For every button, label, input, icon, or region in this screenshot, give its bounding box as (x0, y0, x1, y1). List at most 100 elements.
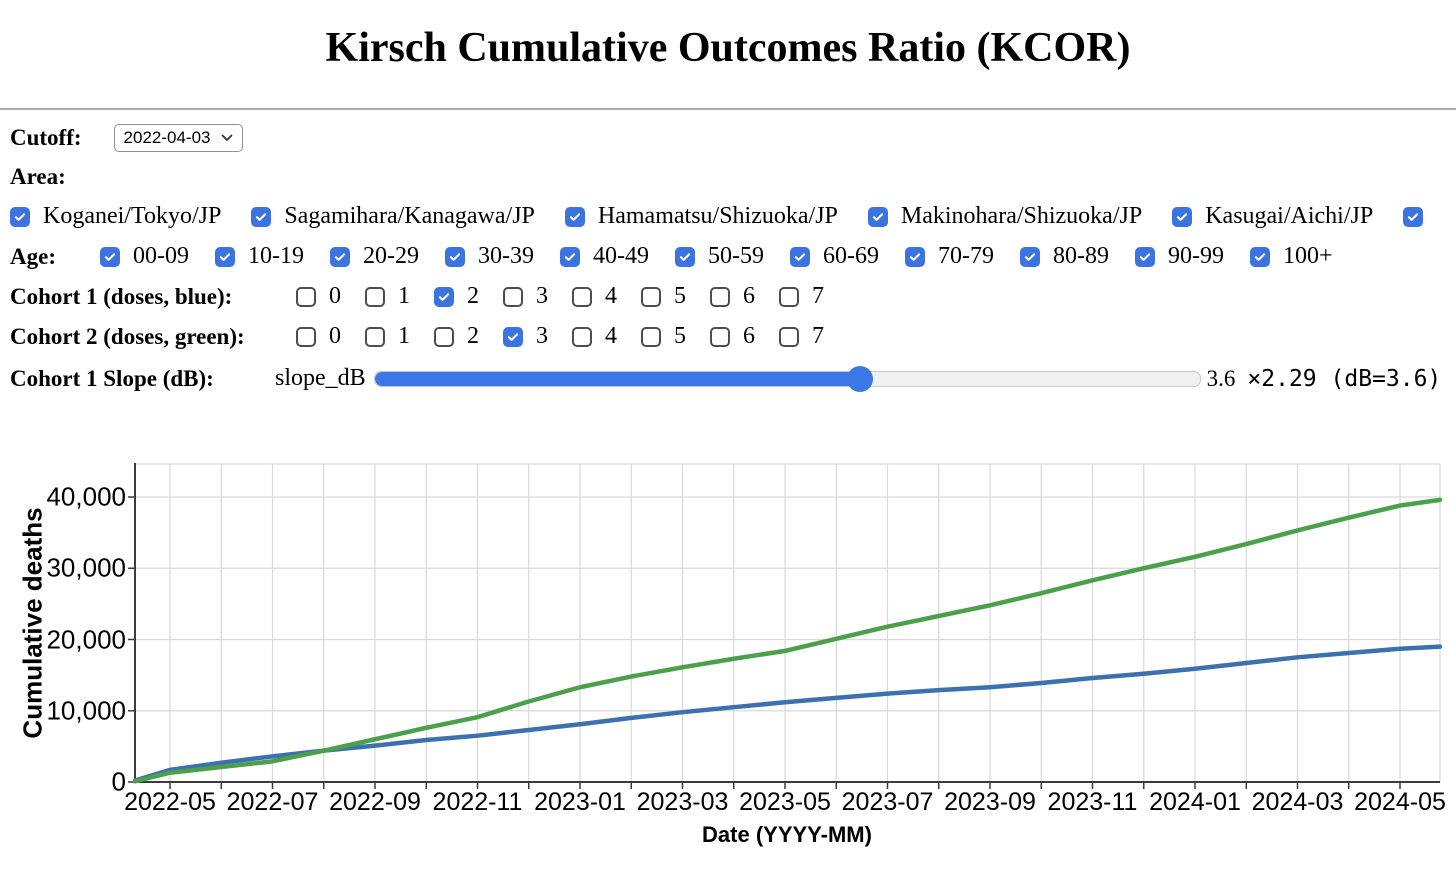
unchecked-checkbox[interactable] (779, 286, 799, 307)
unchecked-checkbox[interactable] (434, 326, 454, 347)
unchecked-checkbox[interactable] (365, 286, 385, 307)
age-40-49-checkbox[interactable]: 40-49 (560, 243, 649, 270)
check-icon (507, 332, 519, 341)
cutoff-select[interactable]: 2022-04-03 (113, 124, 243, 152)
cohort2-dose-0-checkbox[interactable]: 0 (296, 323, 341, 350)
age-20-29-checkbox[interactable]: 20-29 (330, 243, 419, 270)
checked-checkbox[interactable] (251, 206, 272, 227)
checked-checkbox[interactable] (1135, 246, 1155, 267)
check-icon (334, 252, 346, 261)
y-tick-label: 30,000 (46, 552, 126, 583)
y-tick-label: 40,000 (46, 481, 126, 512)
unchecked-checkbox[interactable] (503, 286, 523, 307)
area-hamamatsu-shizuoka-jp-checkbox[interactable]: Hamamatsu/Shizuoka/JP (564, 203, 838, 230)
cohort1-dose-4-checkbox[interactable]: 4 (572, 283, 617, 310)
age-70-79-checkbox[interactable]: 70-79 (905, 243, 994, 270)
unchecked-checkbox[interactable] (710, 326, 730, 347)
age-label: 90-99 (1168, 243, 1224, 269)
area-clipped-checkbox[interactable] (1403, 206, 1424, 227)
unchecked-checkbox[interactable] (641, 286, 661, 307)
checked-checkbox[interactable] (503, 326, 523, 347)
area-label: Kasugai/Aichi/JP (1205, 203, 1374, 229)
unchecked-checkbox[interactable] (296, 286, 316, 307)
checked-checkbox[interactable] (867, 206, 888, 227)
x-tick-label: 2023-07 (841, 788, 934, 816)
checked-checkbox[interactable] (1172, 206, 1193, 227)
cohort1-dose-items: 0 1 2 3 4 5 6 7 (296, 283, 824, 310)
area-sagamihara-kanagawa-jp-checkbox[interactable]: Sagamihara/Kanagawa/JP (251, 203, 535, 230)
age-90-99-checkbox[interactable]: 90-99 (1135, 243, 1224, 270)
area-koganei-tokyo-jp-checkbox[interactable]: Koganei/Tokyo/JP (10, 203, 221, 230)
cohort2-dose-label: 3 (536, 323, 548, 349)
cohort1-dose-3-checkbox[interactable]: 3 (503, 283, 548, 310)
unchecked-checkbox[interactable] (641, 326, 661, 347)
checked-checkbox[interactable] (905, 246, 925, 267)
area-label: Makinohara/Shizuoka/JP (900, 203, 1143, 229)
cohort1-dose-7-checkbox[interactable]: 7 (779, 283, 824, 310)
checked-checkbox[interactable] (560, 246, 580, 267)
age-label: 50-59 (708, 243, 764, 269)
unchecked-checkbox[interactable] (572, 286, 592, 307)
area-kasugai-aichi-jp-checkbox[interactable]: Kasugai/Aichi/JP (1172, 203, 1373, 230)
age-10-19-checkbox[interactable]: 10-19 (215, 243, 304, 270)
age-80-89-checkbox[interactable]: 80-89 (1020, 243, 1109, 270)
unchecked-checkbox[interactable] (365, 326, 385, 347)
unchecked-checkbox[interactable] (779, 326, 799, 347)
unchecked-checkbox[interactable] (296, 326, 316, 347)
cohort1-dose-2-checkbox[interactable]: 2 (434, 283, 479, 310)
check-icon (909, 252, 921, 261)
slope-slider[interactable] (373, 365, 1201, 392)
age-label: 20-29 (363, 243, 419, 269)
checked-checkbox[interactable] (1020, 246, 1040, 267)
cohort2-dose-2-checkbox[interactable]: 2 (434, 323, 479, 350)
checked-checkbox[interactable] (564, 206, 585, 227)
checked-checkbox[interactable] (790, 246, 810, 267)
age-label: 80-89 (1053, 243, 1109, 269)
age-60-69-checkbox[interactable]: 60-69 (790, 243, 879, 270)
checked-checkbox[interactable] (1250, 246, 1270, 267)
cohort1-dose-6-checkbox[interactable]: 6 (710, 283, 755, 310)
age-100plus-checkbox[interactable]: 100+ (1250, 243, 1333, 270)
checked-checkbox[interactable] (100, 246, 120, 267)
checked-checkbox[interactable] (434, 286, 454, 307)
age-checkbox-row: Age: 00-09 10-19 20-29 30-39 40-49 50-59 60-69… (10, 243, 1456, 270)
age-50-59-checkbox[interactable]: 50-59 (675, 243, 764, 270)
check-icon (679, 252, 691, 261)
cohort2-dose-label: 1 (398, 323, 410, 349)
slider-name-label: slope_dB (275, 365, 366, 391)
cohort2-dose-6-checkbox[interactable]: 6 (710, 323, 755, 350)
cohort1-dose-1-checkbox[interactable]: 1 (365, 283, 410, 310)
unchecked-checkbox[interactable] (572, 326, 592, 347)
cohort2-dose-4-checkbox[interactable]: 4 (572, 323, 617, 350)
x-tick-label: 2022-07 (226, 788, 319, 816)
cohort2-dose-3-checkbox[interactable]: 3 (503, 323, 548, 350)
y-axis-title: Cumulative deaths (17, 507, 48, 739)
checked-checkbox[interactable] (1403, 206, 1424, 227)
area-label: Hamamatsu/Shizuoka/JP (597, 203, 838, 229)
page-title: Kirsch Cumulative Outcomes Ratio (KCOR) (325, 25, 1131, 71)
x-axis-title: Date (YYYY-MM) (702, 822, 872, 847)
cohort2-dose-1-checkbox[interactable]: 1 (365, 323, 410, 350)
age-00-09-checkbox[interactable]: 00-09 (100, 243, 189, 270)
cohort2-dose-7-checkbox[interactable]: 7 (779, 323, 824, 350)
cohort2-dose-label: 6 (743, 323, 755, 349)
slider-fill (374, 371, 860, 386)
checked-checkbox[interactable] (330, 246, 350, 267)
area-checkbox-items: Koganei/Tokyo/JP Sagamihara/Kanagawa/JP Ha… (10, 203, 1424, 230)
age-label: 60-69 (823, 243, 879, 269)
checked-checkbox[interactable] (10, 206, 30, 227)
check-icon (219, 252, 231, 261)
area-makinohara-shizuoka-jp-checkbox[interactable]: Makinohara/Shizuoka/JP (867, 203, 1143, 230)
slider-thumb[interactable] (846, 365, 873, 392)
checked-checkbox[interactable] (215, 246, 235, 267)
cohort2-dose-5-checkbox[interactable]: 5 (641, 323, 686, 350)
checked-checkbox[interactable] (675, 246, 695, 267)
age-label: 30-39 (478, 243, 534, 269)
series-line (132, 644, 1443, 783)
checked-checkbox[interactable] (445, 246, 465, 267)
age-30-39-checkbox[interactable]: 30-39 (445, 243, 534, 270)
cohort1-dose-5-checkbox[interactable]: 5 (641, 283, 686, 310)
cohort1-dose-0-checkbox[interactable]: 0 (296, 283, 341, 310)
chevron-down-icon (221, 134, 232, 141)
unchecked-checkbox[interactable] (710, 286, 730, 307)
